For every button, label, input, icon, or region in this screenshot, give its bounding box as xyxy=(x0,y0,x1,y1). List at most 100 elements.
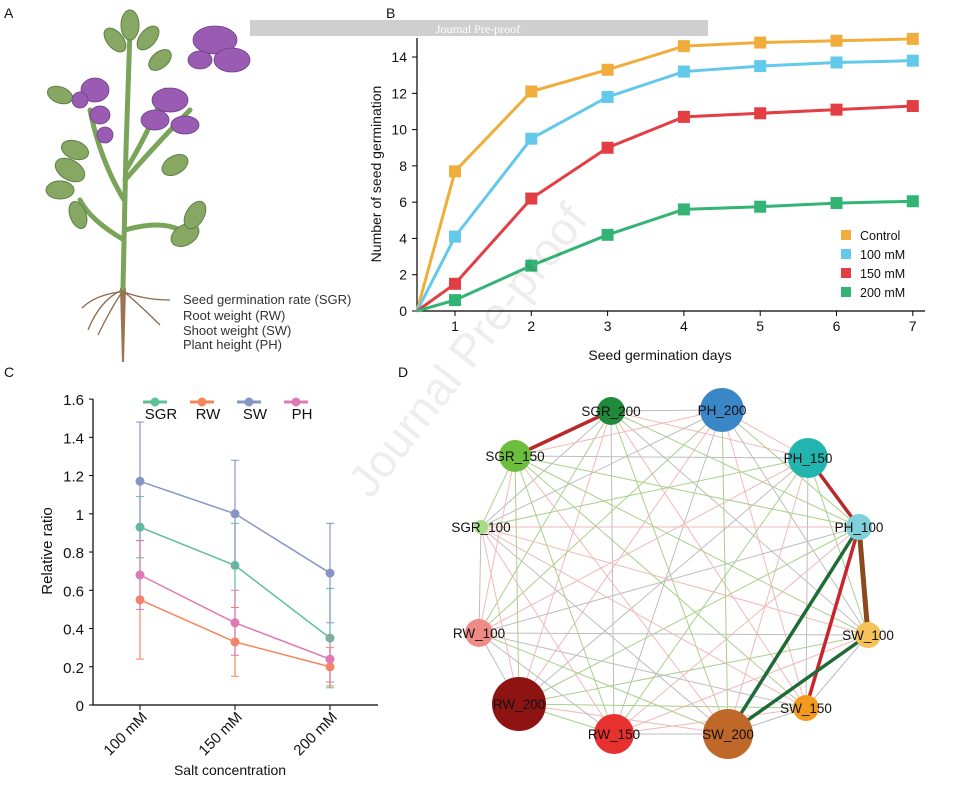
germination-line-chart: Number of seed germination Seed germinat… xyxy=(368,32,925,363)
d-node-label: PH_200 xyxy=(698,403,747,418)
d-weak-edge xyxy=(514,455,520,705)
d-weak-edge xyxy=(721,409,807,709)
c-data-point xyxy=(135,570,145,580)
b-legend-label: Control xyxy=(860,229,900,243)
d-weak-edge xyxy=(480,526,869,636)
d-node xyxy=(499,440,531,472)
b-legend-label: 100 mM xyxy=(860,248,905,262)
d-weak-edge xyxy=(480,526,520,705)
b-legend-label: 150 mM xyxy=(860,267,905,281)
d-node xyxy=(465,619,493,647)
b-series-line xyxy=(416,199,913,313)
d-node-label: RW_150 xyxy=(588,727,640,742)
b-ytick-label: 6 xyxy=(399,194,407,210)
trait-sgr: Seed germination rate (SGR) xyxy=(183,292,351,307)
c-data-point xyxy=(325,568,335,578)
d-strong-edge xyxy=(856,526,871,636)
d-weak-edge xyxy=(613,457,809,735)
c-ytick-label: 1.6 xyxy=(63,392,84,409)
d-weak-edge xyxy=(480,457,809,528)
d-weak-edge xyxy=(514,455,860,528)
d-node xyxy=(788,438,828,478)
banner-text: Journal Pre-proof xyxy=(436,22,520,36)
d-weak-edge xyxy=(805,457,809,709)
d-weak-edge xyxy=(610,410,615,735)
c-ytick-label: 0.2 xyxy=(63,660,84,677)
d-weak-edge xyxy=(518,457,809,705)
b-series-line xyxy=(415,37,913,312)
trait-ph: Plant height (PH) xyxy=(183,337,282,352)
c-legend-label: SGR xyxy=(145,406,178,423)
trait-sw: Shoot weight (SW) xyxy=(183,323,291,338)
d-weak-edge xyxy=(610,410,729,735)
d-node-label: SW_200 xyxy=(702,727,754,742)
d-weak-edge xyxy=(518,703,807,709)
d-weak-edge xyxy=(613,526,860,735)
b-series-line xyxy=(416,104,913,313)
d-weak-edge xyxy=(514,455,807,709)
d-weak-edge xyxy=(480,526,729,735)
b-data-point xyxy=(449,230,461,243)
d-weak-edge xyxy=(514,455,809,459)
c-ytick-label: 1.2 xyxy=(63,469,84,486)
b-data-point xyxy=(754,107,767,120)
b-data-point xyxy=(830,34,843,47)
b-data-point xyxy=(525,192,538,205)
b-data-point xyxy=(449,277,461,290)
b-ytick-label: 8 xyxy=(399,158,407,174)
d-node-label: SW_100 xyxy=(842,628,894,643)
b-data-point xyxy=(601,228,614,241)
d-node xyxy=(793,695,819,721)
d-weak-edge xyxy=(478,410,612,634)
c-legend-marker xyxy=(244,397,254,407)
b-data-point xyxy=(525,132,538,145)
d-weak-edge xyxy=(480,410,612,528)
c-ytick-label: 0 xyxy=(76,698,84,715)
b-legend-swatch xyxy=(841,230,851,240)
d-strong-edge xyxy=(804,526,861,709)
b-data-point xyxy=(601,63,614,76)
d-node-label: RW_200 xyxy=(493,697,545,712)
d-node xyxy=(855,622,881,648)
c-xlabel: Salt concentration xyxy=(174,762,286,778)
b-data-point xyxy=(754,36,767,49)
c-ytick-label: 0.6 xyxy=(63,583,84,600)
d-weak-edge xyxy=(480,409,723,528)
d-strong-edge xyxy=(726,633,870,736)
b-series-line xyxy=(415,59,913,312)
b-xtick-label: 3 xyxy=(604,318,612,334)
trait-rw: Root weight (RW) xyxy=(183,308,285,323)
d-weak-edge xyxy=(478,632,615,735)
c-xtick-label: 200 mM xyxy=(290,709,340,759)
d-weak-edge xyxy=(721,409,729,735)
c-ylabel: Relative ratio xyxy=(39,507,56,595)
b-data-point xyxy=(906,32,919,45)
b-data-point xyxy=(754,200,767,213)
b-xtick-label: 7 xyxy=(909,318,917,334)
d-weak-edge xyxy=(805,634,869,709)
b-data-point xyxy=(449,165,461,178)
d-weak-edge xyxy=(478,457,809,634)
d-weak-edge xyxy=(478,526,482,634)
b-data-point xyxy=(525,85,538,98)
alfalfa-plant-illustration xyxy=(45,9,251,362)
b-ytick-label: 2 xyxy=(399,267,407,283)
b-legend-label: 200 mM xyxy=(860,286,905,300)
correlation-network: SGR_200 PH_200 PH_150 PH_100 SW_100 SW_150 SW_… xyxy=(451,388,894,759)
d-node-label: SGR_200 xyxy=(581,404,640,419)
d-weak-edge xyxy=(727,457,809,735)
d-weak-edge xyxy=(610,410,869,636)
d-weak-edge xyxy=(613,634,869,735)
d-node-label: PH_150 xyxy=(784,451,833,466)
d-weak-edge xyxy=(518,409,723,705)
d-weak-edge xyxy=(721,409,860,528)
d-weak-edge xyxy=(514,455,729,735)
b-data-point xyxy=(449,294,461,307)
b-ylabel: Number of seed germination xyxy=(368,86,384,263)
banner-bar xyxy=(250,20,708,36)
c-ytick-label: 1.4 xyxy=(63,430,84,447)
c-ytick-label: 0.8 xyxy=(63,545,84,562)
c-legend-marker xyxy=(150,397,160,407)
b-ytick-label: 12 xyxy=(391,85,407,101)
b-xlabel: Seed germination days xyxy=(588,347,731,363)
